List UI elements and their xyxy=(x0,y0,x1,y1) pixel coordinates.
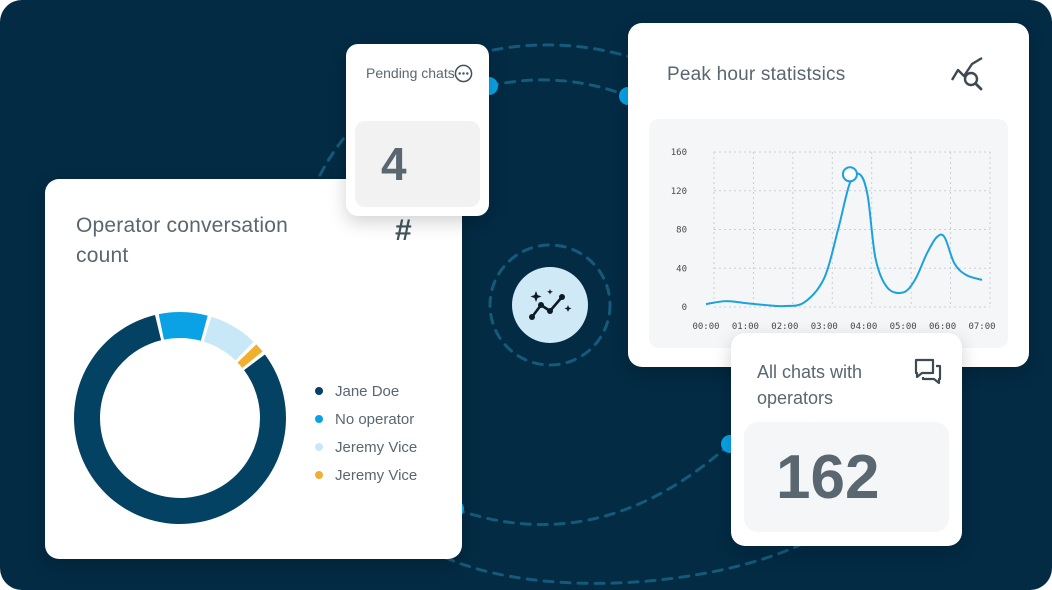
operator-conversation-card: Operator conversation count # Jane Doe N… xyxy=(45,179,462,559)
x-tick-label: 05:00 xyxy=(890,322,917,332)
x-tick-label: 03:00 xyxy=(811,322,838,332)
legend-item: No operator xyxy=(315,405,417,433)
y-tick-label: 0 xyxy=(682,303,687,313)
sparkle-trend-icon xyxy=(529,289,572,320)
donut-chart xyxy=(74,312,286,524)
all-chats-card: All chats with operators 162 xyxy=(731,333,962,546)
card-title: Operator conversation count xyxy=(76,214,288,267)
hash-icon: # xyxy=(395,214,412,247)
connector-bottom xyxy=(453,442,732,526)
all-chats-label: All chats with operators xyxy=(757,362,863,408)
y-tick-label: 40 xyxy=(676,264,687,274)
pending-chats-card: Pending chats 4 xyxy=(346,44,489,216)
peak-hour-card: Peak hour statistsics 0 40 80 120 160 00:00 01… xyxy=(628,23,1029,367)
line-chart-panel: 0 40 80 120 160 00:00 01:00 02:00 03:00 04:00 05:0… xyxy=(649,119,1008,348)
legend-dot xyxy=(315,415,323,423)
legend-item: Jeremy Vice xyxy=(315,461,417,489)
legend-label: No operator xyxy=(335,410,415,428)
card-title: Peak hour statistsics xyxy=(667,64,846,85)
x-tick-label: 04:00 xyxy=(850,322,877,332)
donut-slice xyxy=(203,316,254,361)
legend-dot xyxy=(315,387,323,395)
pending-chats-value: 4 xyxy=(355,121,480,207)
legend-dot xyxy=(315,443,323,451)
legend-label: Jeremy Vice xyxy=(335,466,418,484)
y-tick-label: 160 xyxy=(671,148,687,158)
y-tick-label: 80 xyxy=(676,226,687,236)
series-line xyxy=(705,172,983,308)
x-tick-label: 00:00 xyxy=(692,322,719,332)
all-chats-value: 162 xyxy=(744,422,949,532)
legend-label: Jane Doe xyxy=(335,382,400,400)
legend-dot xyxy=(315,471,323,479)
chart-search-icon[interactable] xyxy=(950,56,986,92)
donut-slice xyxy=(237,344,263,368)
pending-chats-label: Pending chats xyxy=(366,65,455,81)
x-tick-label: 02:00 xyxy=(771,322,798,332)
connector-pending-peak xyxy=(487,78,630,98)
x-tick-label: 06:00 xyxy=(929,322,956,332)
y-tick-label: 120 xyxy=(671,187,687,197)
line-chart: 0 40 80 120 160 00:00 01:00 02:00 03:00 04:00 05:0… xyxy=(671,148,996,332)
donut-slice xyxy=(74,314,286,524)
badge-dashed-ring xyxy=(488,243,612,367)
x-tick-label: 01:00 xyxy=(732,322,759,332)
highlight-point[interactable] xyxy=(841,166,858,183)
chat-bubbles-icon[interactable] xyxy=(913,357,943,387)
trend-badge xyxy=(512,267,588,343)
x-tick-label: 07:00 xyxy=(968,322,995,332)
legend-item: Jeremy Vice xyxy=(315,433,417,461)
more-horizontal-icon[interactable] xyxy=(454,64,473,83)
connector-arc-bottom xyxy=(428,543,802,585)
donut-slice xyxy=(158,312,208,341)
legend-label: Jeremy Vice xyxy=(335,438,418,456)
legend-item: Jane Doe xyxy=(315,377,417,405)
chart-legend: Jane Doe No operator Jeremy Vice Jeremy … xyxy=(315,377,417,489)
